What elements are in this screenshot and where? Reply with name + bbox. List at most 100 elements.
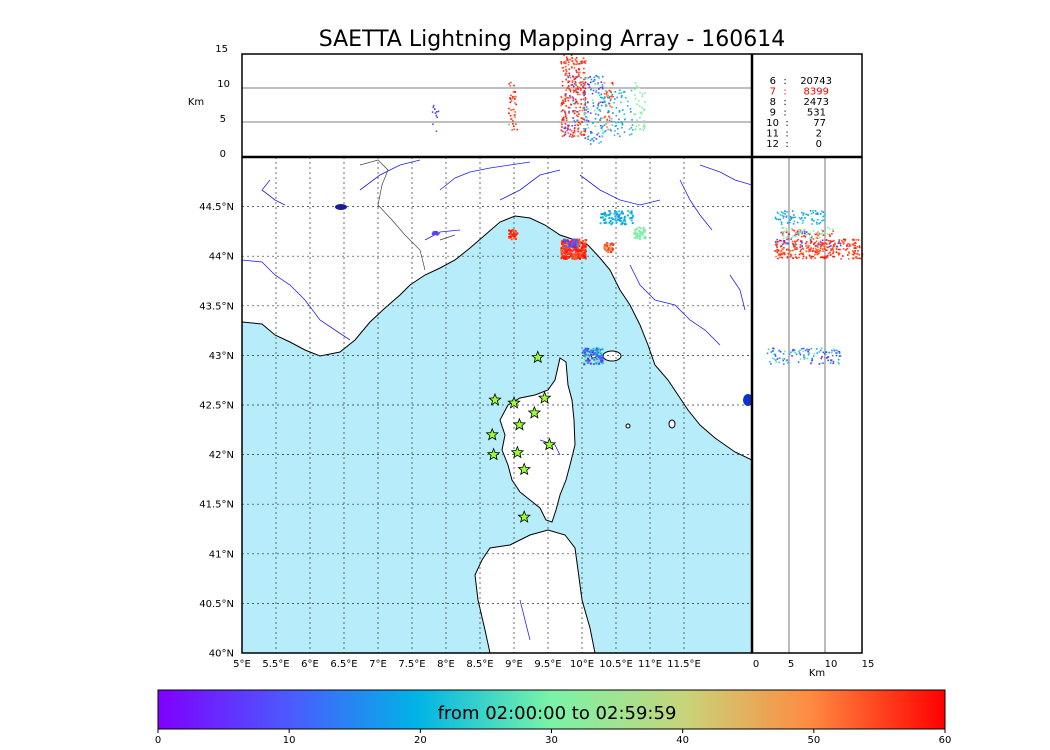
lightning-source-point xyxy=(560,250,563,253)
lightning-latitude-point xyxy=(779,239,781,242)
lightning-altitude-point xyxy=(586,116,589,119)
lightning-latitude-point xyxy=(773,358,775,360)
lightning-latitude-point xyxy=(795,256,797,258)
lightning-latitude-point xyxy=(801,222,804,224)
lightning-altitude-point xyxy=(597,105,599,108)
lightning-altitude-point xyxy=(571,96,574,98)
lightning-source-point xyxy=(571,256,574,259)
lightning-latitude-point xyxy=(793,229,795,232)
lightning-altitude-point xyxy=(510,81,512,84)
lightning-altitude-point xyxy=(514,114,516,116)
lightning-altitude-point xyxy=(582,81,584,83)
lightning-altitude-point xyxy=(565,72,567,75)
lightning-source-point xyxy=(637,229,640,232)
lightning-latitude-point xyxy=(804,357,807,360)
lightning-latitude-point xyxy=(771,357,774,360)
border xyxy=(439,234,456,241)
lightning-altitude-point xyxy=(609,90,612,93)
lightning-source-point xyxy=(568,252,571,255)
stats-rows: 6 : 20743 7 : 8399 8 : 2473 9 : 531 10 : xyxy=(766,76,832,150)
lightning-latitude-point xyxy=(785,216,788,218)
lightning-altitude-point xyxy=(583,94,585,97)
lightning-altitude-point xyxy=(575,75,577,78)
lightning-latitude-point xyxy=(779,254,782,257)
lightning-latitude-point xyxy=(802,257,804,260)
lightning-latitude-point xyxy=(774,241,777,244)
lightning-latitude-point xyxy=(790,217,793,219)
lightning-source-point xyxy=(601,355,604,358)
lightning-latitude-point xyxy=(858,245,861,247)
lightning-latitude-point xyxy=(818,243,820,246)
lightning-latitude-point xyxy=(795,353,798,356)
lightning-source-point xyxy=(514,231,517,234)
lightning-source-point xyxy=(567,248,570,251)
lightning-latitude-point xyxy=(799,250,802,253)
lightning-latitude-point xyxy=(803,355,806,358)
lightning-latitude-point xyxy=(816,213,818,215)
stats-row: 12 : 0 xyxy=(766,139,822,150)
lightning-altitude-point xyxy=(607,128,609,131)
lightning-latitude-point xyxy=(806,349,809,352)
lightning-latitude-point xyxy=(770,351,773,353)
lightning-source-point xyxy=(563,251,566,254)
lightning-latitude-point xyxy=(817,252,820,255)
lightning-altitude-point xyxy=(601,101,604,104)
lightning-latitude-point xyxy=(847,258,850,260)
lightning-latitude-point xyxy=(846,245,848,247)
lightning-altitude-point xyxy=(571,136,573,138)
lightning-altitude-point xyxy=(574,110,576,112)
lightning-latitude-point xyxy=(832,228,834,231)
map-panel xyxy=(242,157,752,653)
lightning-latitude-point xyxy=(840,258,842,260)
lightning-latitude-point xyxy=(824,239,826,242)
lake-bolsena xyxy=(743,394,752,406)
lightning-latitude-point xyxy=(819,349,822,352)
lightning-source-point xyxy=(598,356,601,359)
river xyxy=(519,599,531,641)
lightning-altitude-point xyxy=(601,87,604,90)
lightning-source-point xyxy=(570,240,573,243)
lightning-latitude-point xyxy=(820,347,823,350)
lightning-latitude-point xyxy=(782,237,785,240)
lightning-latitude-point xyxy=(788,221,790,224)
stats-box: 6 : 20743 7 : 8399 8 : 2473 9 : 531 10 : xyxy=(752,54,862,157)
lightning-latitude-point xyxy=(830,240,833,243)
lightning-altitude-point xyxy=(596,107,599,110)
lightning-latitude-point xyxy=(819,362,822,364)
lightning-latitude-point xyxy=(812,238,815,240)
lightning-altitude-point xyxy=(574,121,576,123)
lightning-source-point xyxy=(589,362,592,365)
lightning-altitude-point xyxy=(573,131,576,134)
lightning-source-point xyxy=(608,216,611,219)
lightning-latitude-point xyxy=(833,349,836,352)
lightning-altitude-point xyxy=(572,135,575,138)
lightning-altitude-point xyxy=(580,76,582,79)
lightning-source-point xyxy=(515,233,518,236)
lightning-source-point xyxy=(573,240,576,243)
lightning-altitude-point xyxy=(580,89,582,92)
lightning-source-point xyxy=(588,359,591,362)
lightning-source-point xyxy=(604,212,607,215)
lightning-latitude-point xyxy=(814,210,817,212)
lightning-source-point xyxy=(642,226,645,229)
lightning-altitude-point xyxy=(563,61,566,64)
lightning-altitude-point xyxy=(567,81,569,84)
lightning-altitude-point xyxy=(587,76,590,79)
lightning-latitude-point xyxy=(794,216,796,219)
lightning-source-point xyxy=(625,223,628,226)
lightning-source-point xyxy=(600,358,603,361)
lightning-latitude-point xyxy=(837,361,840,363)
lightning-source-point xyxy=(609,244,612,247)
lightning-source-point xyxy=(586,349,589,352)
lightning-altitude-point xyxy=(583,92,586,94)
lightning-latitude-point xyxy=(821,355,823,358)
lightning-source-point xyxy=(561,245,564,248)
lightning-latitude-point xyxy=(823,215,826,217)
lightning-latitude-point xyxy=(791,236,793,239)
lightning-source-point xyxy=(432,233,435,236)
lightning-altitude-point xyxy=(636,103,639,105)
lightning-latitude-point xyxy=(785,227,788,230)
lightning-latitude-point xyxy=(821,244,824,247)
stats-row: 10 : 77 xyxy=(766,118,826,129)
lightning-altitude-point xyxy=(573,119,576,122)
